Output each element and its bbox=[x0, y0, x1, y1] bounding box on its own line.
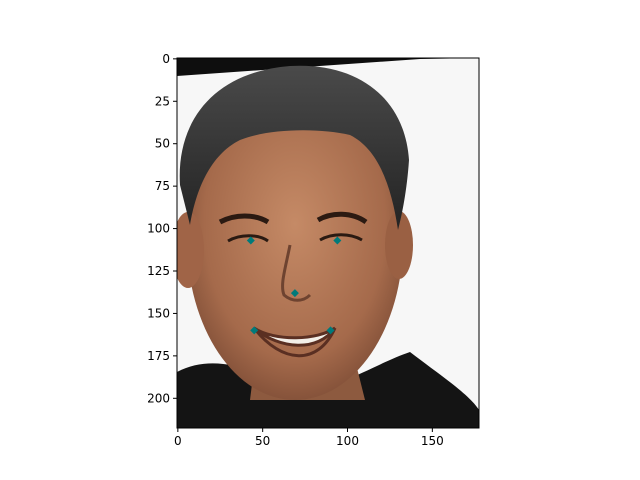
y-tick-label: 175 bbox=[147, 349, 170, 363]
landmark-point bbox=[333, 236, 342, 245]
y-tick-label: 125 bbox=[147, 264, 170, 278]
landmark-point bbox=[246, 236, 255, 245]
y-tick-label: 100 bbox=[147, 222, 170, 236]
x-axis: 0 50 100 150 bbox=[174, 428, 444, 448]
y-tick-label: 50 bbox=[155, 137, 170, 151]
landmark-series bbox=[246, 236, 342, 335]
landmark-point bbox=[326, 326, 335, 335]
face-photo bbox=[177, 58, 479, 428]
x-tick-label: 100 bbox=[336, 434, 359, 448]
y-tick-label: 150 bbox=[147, 306, 170, 320]
plot-frame bbox=[176, 57, 480, 429]
x-tick-label: 0 bbox=[174, 434, 182, 448]
y-axis: 0 25 50 75 100 125 150 175 200 bbox=[147, 52, 177, 405]
landmark-point bbox=[290, 289, 299, 298]
y-tick-label: 0 bbox=[162, 52, 170, 66]
landmark-point bbox=[250, 326, 259, 335]
x-tick-label: 50 bbox=[255, 434, 270, 448]
y-tick-label: 75 bbox=[155, 179, 170, 193]
x-tick-label: 150 bbox=[421, 434, 444, 448]
y-tick-label: 25 bbox=[155, 94, 170, 108]
y-tick-label: 200 bbox=[147, 391, 170, 405]
